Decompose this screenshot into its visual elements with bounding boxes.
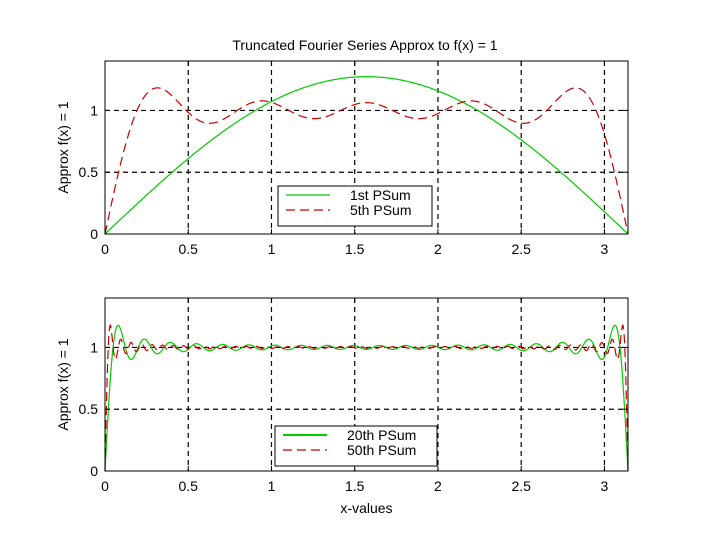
legend-label-1: 1st PSum	[350, 187, 411, 203]
legend-label-1: 20th PSum	[347, 427, 416, 443]
y-tick-label: 0	[90, 226, 98, 242]
x-axis-title: x-values	[340, 500, 392, 516]
y-tick-label: 1	[90, 339, 98, 355]
series-line-2	[104, 87, 629, 235]
y-axis-title: Approx f(x) = 1	[55, 101, 71, 193]
x-tick-label: 3	[601, 241, 609, 257]
axes-box	[104, 60, 629, 235]
x-tick-label: 0.5	[179, 241, 199, 257]
legend-label-2: 50th PSum	[347, 442, 416, 458]
series-line-1	[104, 76, 629, 235]
legend-box	[277, 185, 433, 227]
figure-title: Truncated Fourier Series Approx to f(x) …	[232, 37, 497, 53]
x-tick-label: 1.5	[345, 478, 365, 494]
legend-box	[274, 425, 438, 467]
y-tick-label: 0.5	[79, 401, 99, 417]
y-tick-label: 0	[90, 463, 98, 479]
legend-label-2: 5th PSum	[350, 202, 411, 218]
y-axis-title: Approx f(x) = 1	[55, 338, 71, 430]
x-tick-label: 2.5	[511, 478, 531, 494]
x-tick-label: 0	[101, 241, 109, 257]
x-tick-label: 2	[434, 241, 442, 257]
x-tick-label: 2	[434, 478, 442, 494]
y-tick-label: 0.5	[79, 164, 99, 180]
y-tick-label: 1	[90, 102, 98, 118]
x-tick-label: 1.5	[345, 241, 365, 257]
series-line-1	[104, 324, 629, 472]
x-tick-label: 3	[601, 478, 609, 494]
x-tick-label: 0	[101, 478, 109, 494]
series-line-2	[104, 323, 629, 472]
x-tick-label: 1	[268, 478, 276, 494]
axes-box	[104, 297, 629, 472]
top-chart-panel: 0 0.5 1 1.5 2 2.5 3 0 0.5 1 Approx f(x) = 1 1st PSu…	[55, 60, 629, 257]
x-tick-label: 1	[268, 241, 276, 257]
x-tick-label: 0.5	[179, 478, 199, 494]
bottom-chart-panel: 0 0.5 1 1.5 2 2.5 3 0 0.5 1 Approx f(x) = 1 x-value…	[55, 297, 629, 516]
x-tick-label: 2.5	[511, 241, 531, 257]
